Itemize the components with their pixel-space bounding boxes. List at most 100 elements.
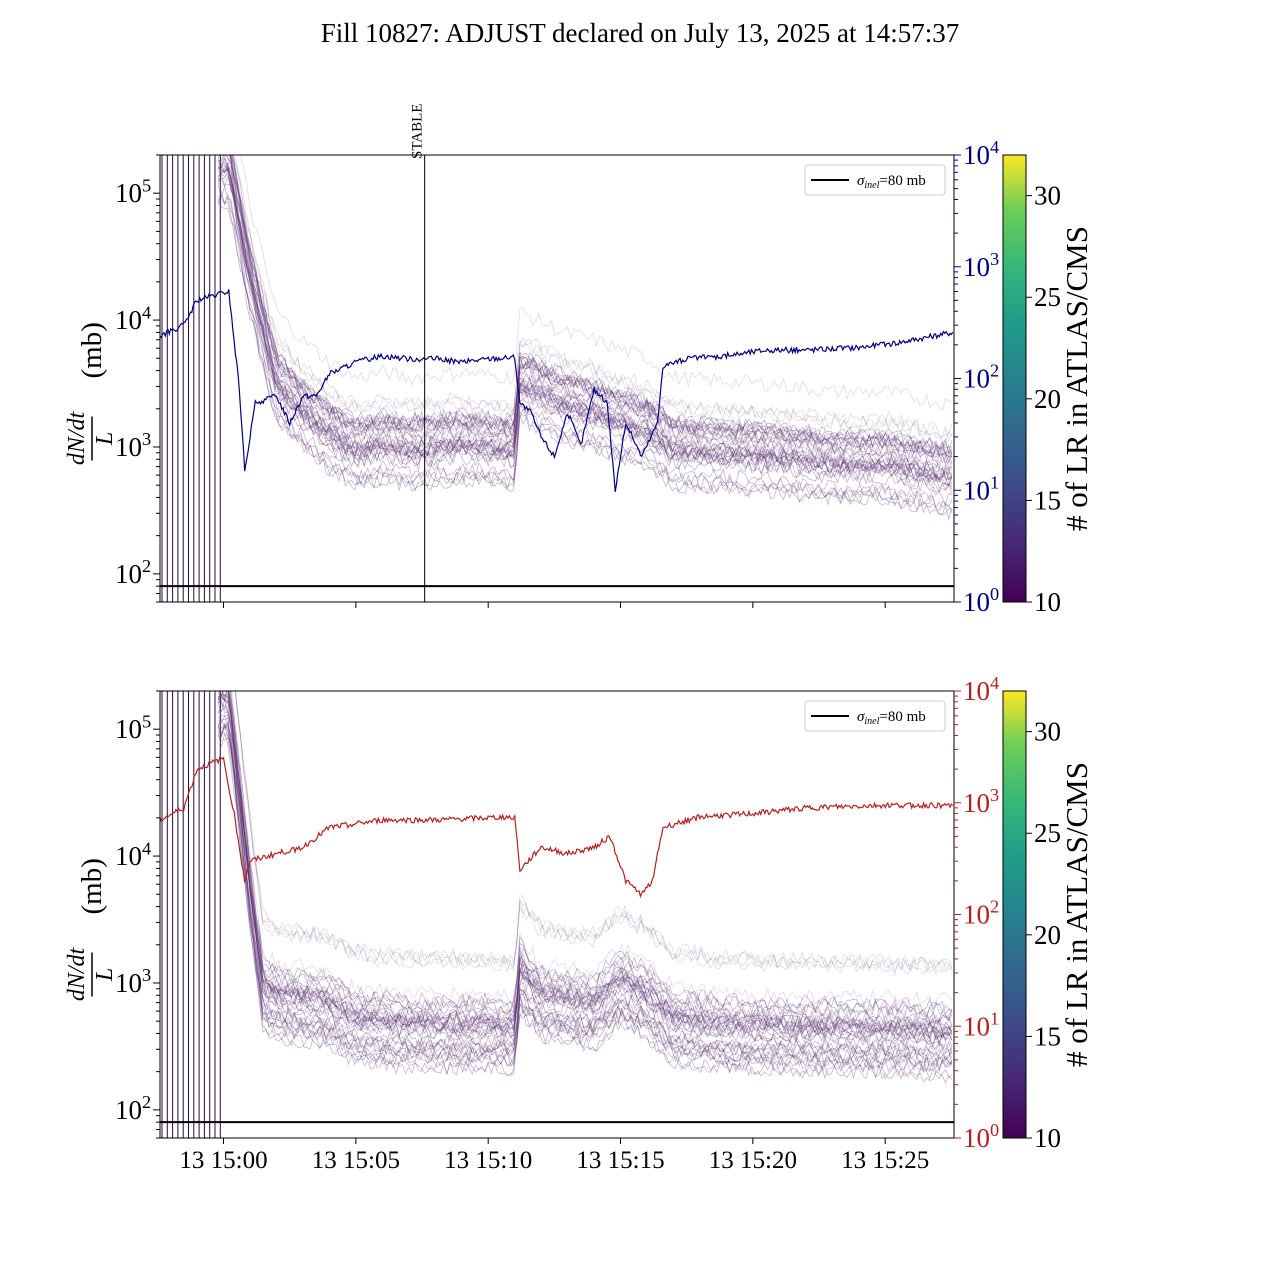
lr-curve — [217, 169, 953, 487]
lr-curve — [217, 691, 953, 1033]
lr-curve — [228, 691, 953, 1022]
lr-curve — [235, 691, 953, 972]
y-label-numerator: dN/dt — [64, 946, 90, 1001]
lr-curve — [230, 155, 953, 455]
y-tick-label: 102 — [115, 1092, 151, 1125]
y-tick-label: 102 — [115, 556, 151, 589]
lr-curve — [229, 691, 953, 1019]
lr-curve — [217, 200, 953, 521]
legend-label: σinel=80 mb — [857, 173, 926, 191]
colorbar-tick-label: 30 — [1034, 181, 1061, 211]
y2-tick-label: 103 — [963, 785, 999, 818]
colorbar-label: # of LR in ATLAS/CMS — [1059, 762, 1094, 1067]
lr-curve — [217, 164, 953, 485]
lr-curve — [218, 699, 953, 1044]
lr-curve — [218, 155, 953, 464]
colorbar-tick-label: 25 — [1034, 282, 1061, 312]
lr-curve — [217, 732, 953, 1084]
bottom-panel: 102 103 104 105 100 101 102 103 104 dN/dt L (mb) 13 … — [64, 673, 999, 1174]
lr-curve — [217, 161, 953, 480]
lr-curve — [228, 691, 953, 1026]
figure-title: Fill 10827: ADJUST declared on July 13, … — [320, 18, 960, 48]
lr-curve — [217, 730, 953, 1070]
y-tick-label: 103 — [115, 965, 151, 998]
lr-curve — [217, 722, 953, 1073]
y2-tick-label: 101 — [963, 472, 999, 505]
lr-curve — [232, 155, 953, 442]
lr-curve — [229, 155, 953, 457]
y-tick-label: 104 — [115, 838, 151, 871]
lr-curve — [217, 158, 953, 473]
y2-tick-label: 100 — [963, 584, 999, 617]
lr-curve — [231, 155, 952, 454]
lr-curve — [218, 175, 953, 494]
y2-tick-label: 104 — [963, 137, 999, 170]
y-axis-label: dN/dt L (mb) — [64, 322, 118, 465]
lr-curve — [233, 155, 953, 438]
colorbars: 10 15 20 25 30 # of LR in ATLAS/CMS 10 15 20 25 30… — [1002, 154, 1094, 1153]
lr-curve — [217, 697, 953, 1048]
x-tick-label: 13 15:05 — [312, 1147, 400, 1174]
lr-curve — [230, 155, 953, 459]
colorbar-tick-label: 10 — [1034, 587, 1061, 617]
lr-curve — [231, 691, 953, 1009]
lr-curve — [218, 714, 953, 1060]
colorbar-tick-label: 10 — [1034, 1123, 1061, 1153]
right-axis-series — [160, 289, 954, 492]
lr-curve — [217, 692, 953, 1039]
lr-curve — [217, 155, 953, 477]
x-tick-label: 13 15:10 — [444, 1147, 532, 1174]
lr-curve — [230, 155, 953, 464]
lr-curve — [217, 724, 953, 1073]
x-tick-label: 13 15:20 — [709, 1147, 797, 1174]
y-label-numerator: dN/dt — [64, 410, 90, 465]
stable-label: STABLE — [410, 104, 426, 159]
y2-tick-label: 102 — [963, 897, 999, 930]
lr-curve — [218, 165, 953, 487]
lr-curve — [221, 155, 953, 465]
lr-curve — [229, 155, 953, 463]
colorbar-tick-label: 30 — [1034, 717, 1061, 747]
top-panel: STABLE 102 103 104 105 100 101 102 103 104 dN/dt L (… — [64, 104, 999, 617]
axes-frame — [159, 690, 955, 1139]
lr-curve — [234, 691, 953, 977]
lr-curve — [217, 157, 952, 479]
lr-curve — [234, 691, 953, 973]
lr-curve — [232, 155, 953, 453]
lr-curve — [217, 162, 953, 485]
lr-curves — [217, 155, 953, 521]
colorbar-tick-label: 20 — [1034, 384, 1061, 414]
lr-curve — [235, 691, 953, 974]
y-label-denominator: L — [92, 432, 118, 446]
lr-curve — [217, 695, 953, 1045]
lr-curve — [234, 155, 953, 443]
lr-curve — [217, 166, 953, 481]
lr-curve — [228, 691, 953, 1027]
lr-curve — [229, 155, 953, 453]
lr-curve — [230, 155, 952, 454]
y-tick-label: 105 — [115, 711, 151, 744]
lr-curve — [217, 196, 952, 515]
y2-tick-label: 101 — [963, 1008, 999, 1041]
lr-curve — [217, 191, 953, 513]
x-tick-label: 13 15:00 — [179, 1147, 267, 1174]
lr-curve — [217, 166, 953, 486]
lr-curve — [217, 691, 953, 1034]
lr-curve — [239, 155, 953, 411]
colorbar — [1002, 690, 1027, 1139]
lr-curve — [217, 691, 953, 1035]
lr-curve — [217, 194, 953, 509]
lr-curve — [230, 691, 953, 1018]
lr-curve — [217, 722, 953, 1067]
y2-tick-label: 100 — [963, 1120, 999, 1153]
legend-box — [804, 164, 946, 196]
lr-curve — [217, 162, 953, 481]
y-tick-label: 103 — [115, 429, 151, 462]
lr-curve — [217, 691, 953, 1035]
y-tick-label: 105 — [115, 175, 151, 208]
lr-curve — [217, 694, 953, 1039]
colorbar-tick-label: 15 — [1034, 1021, 1061, 1051]
lr-curve — [217, 691, 953, 1032]
colorbar — [1002, 154, 1027, 603]
y-label-denominator: L — [92, 968, 118, 982]
